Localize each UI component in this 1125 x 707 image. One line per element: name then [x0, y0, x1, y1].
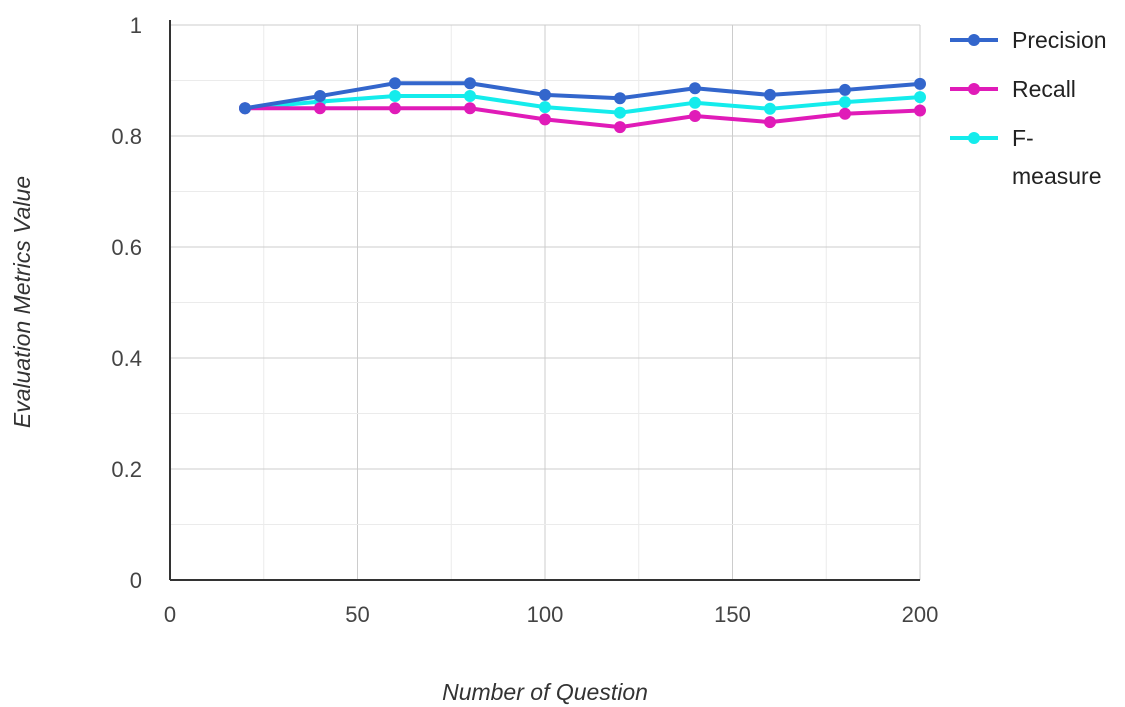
data-point-precision: [239, 102, 251, 115]
y-tick-label: 0.8: [111, 124, 142, 149]
data-point-recall: [314, 102, 326, 115]
data-point-f-measure: [464, 90, 476, 103]
data-point-precision: [389, 77, 401, 90]
legend-marker-recall: [968, 83, 980, 95]
data-point-precision: [689, 82, 701, 95]
series-lines: [239, 77, 926, 134]
data-point-f-measure: [389, 90, 401, 103]
data-point-f-measure: [839, 96, 851, 109]
y-tick-label: 0.2: [111, 457, 142, 482]
x-axis-title: Number of Question: [442, 679, 648, 705]
data-point-recall: [839, 107, 851, 120]
series-line-recall: [245, 106, 921, 130]
legend-marker-f-measure: [968, 132, 980, 144]
data-point-f-measure: [614, 106, 626, 119]
legend-label-precision: Precision: [1012, 27, 1107, 53]
data-point-precision: [314, 90, 326, 103]
data-point-precision: [464, 77, 476, 90]
tick-labels: 0 50 100 150 200 0 0.2 0.4 0.6 0.8 1: [111, 13, 938, 627]
legend-label-f-measure: F-measure: [1012, 125, 1101, 189]
data-point-f-measure: [764, 102, 776, 115]
data-point-precision: [614, 92, 626, 105]
data-point-recall: [614, 121, 626, 134]
axes: [169, 20, 920, 581]
series-line-f-measure: [244, 94, 921, 115]
y-tick-label: 0: [130, 568, 142, 593]
y-axis-title: Evaluation Metrics Value: [9, 176, 35, 428]
y-tick-label: 0.6: [111, 235, 142, 260]
data-point-f-measure: [539, 101, 551, 114]
data-point-precision: [764, 88, 776, 101]
x-tick-label: 100: [527, 602, 564, 627]
y-tick-label: 1: [130, 13, 142, 38]
data-point-recall: [539, 113, 551, 126]
data-point-precision: [914, 77, 926, 90]
data-point-recall: [764, 116, 776, 129]
data-point-f-measure: [689, 96, 701, 109]
x-tick-label: 200: [902, 602, 939, 627]
data-point-recall: [914, 104, 926, 117]
data-point-precision: [539, 88, 551, 101]
data-point-recall: [389, 102, 401, 115]
series-line-precision: [244, 81, 921, 111]
data-point-recall: [689, 110, 701, 123]
legend-label-recall: Recall: [1012, 76, 1076, 102]
data-point-precision: [839, 83, 851, 96]
legend-marker-precision: [968, 34, 980, 46]
legend: Precision Recall F-measure: [950, 27, 1107, 189]
data-point-f-measure: [914, 91, 926, 104]
x-tick-label: 50: [345, 602, 369, 627]
x-tick-label: 0: [164, 602, 176, 627]
x-tick-label: 150: [714, 602, 751, 627]
data-point-recall: [464, 102, 476, 115]
y-tick-label: 0.4: [111, 346, 142, 371]
